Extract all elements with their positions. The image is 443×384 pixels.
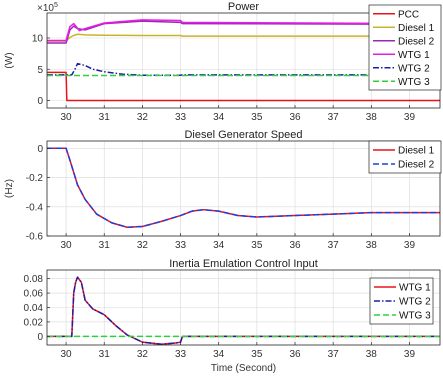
- x-tick-label: 39: [404, 240, 416, 251]
- legend-entry: WTG 3: [398, 77, 430, 88]
- y-axis-label: (Hz): [4, 179, 15, 198]
- x-tick-label: 34: [213, 112, 225, 123]
- y-tick-label: 0.06: [24, 289, 44, 300]
- x-tick-label: 36: [289, 112, 301, 123]
- x-tick-label: 39: [404, 349, 416, 360]
- legend-entry: WTG 1: [398, 50, 430, 61]
- legend: WTG 1 WTG 2 WTG 3: [369, 277, 434, 325]
- x-tick-label: 32: [137, 240, 149, 251]
- x-tick-label: 30: [61, 349, 73, 360]
- series-line-wtg-2: [47, 62, 440, 76]
- x-tick-label: 30: [61, 240, 73, 251]
- x-tick-label: 39: [404, 112, 416, 123]
- series-line-wtg-1: [47, 276, 440, 345]
- y-tick-label: 0: [37, 332, 43, 343]
- chart-panel-2: 30 31 32 33 34 35 36 37 38 39 -0.6 -0.4 -0.2 0 Diesel …: [4, 129, 442, 251]
- x-tick-label: 38: [366, 349, 378, 360]
- series-line-diesel-2: [47, 20, 440, 44]
- x-axis-label: Time (Second): [211, 363, 276, 374]
- x-tick-label: 38: [366, 112, 378, 123]
- x-tick-label: 31: [99, 112, 111, 123]
- series-line-pcc: [47, 71, 440, 102]
- legend-entry: Diesel 1: [398, 146, 435, 157]
- x-tick-label: 36: [289, 240, 301, 251]
- legend-box: [368, 140, 442, 174]
- legend-entry: WTG 2: [399, 297, 431, 308]
- y-tick-label: 10: [32, 34, 44, 45]
- y-tick-label: 0.04: [24, 303, 44, 314]
- x-tick-label: 36: [289, 349, 301, 360]
- x-tick-label: 37: [328, 240, 340, 251]
- x-tick-label: 30: [61, 112, 73, 123]
- x-tick-label: 33: [175, 349, 187, 360]
- legend: Diesel 1 Diesel 2: [368, 140, 442, 174]
- y-tick-label: 0: [37, 96, 43, 107]
- legend-entry: Diesel 2: [398, 36, 435, 47]
- x-tick-label: 34: [213, 240, 225, 251]
- x-tick-label: 32: [137, 112, 149, 123]
- y-tick-label: 0.02: [24, 317, 44, 328]
- series-line-wtg-1: [47, 19, 440, 42]
- legend-entry: Diesel 2: [398, 160, 435, 171]
- chart-title: Diesel Generator Speed: [184, 129, 302, 141]
- x-tick-label: 35: [251, 240, 263, 251]
- legend-entry: WTG 1: [399, 283, 431, 294]
- x-tick-label: 33: [175, 240, 187, 251]
- x-tick-label: 34: [213, 349, 225, 360]
- x-tick-label: 37: [328, 349, 340, 360]
- y-tick-label: 5: [37, 65, 43, 76]
- legend-box: [369, 277, 434, 325]
- chart-panel-3: 30 31 32 33 34 35 36 37 38 39 0 0.02 0.04 0.06 0.08 Ine…: [24, 258, 441, 374]
- legend-entry: PCC: [398, 9, 419, 20]
- chart-title: Power: [228, 1, 260, 13]
- y-tick-label: 0: [37, 144, 43, 155]
- x-tick-label: 38: [366, 240, 378, 251]
- legend-entry: WTG 3: [399, 311, 431, 322]
- legend: PCC Diesel 1 Diesel 2 WTG 1 WTG 2 WTG 3: [368, 4, 442, 91]
- series-line-diesel-2: [47, 147, 440, 228]
- legend-box: [368, 4, 442, 91]
- exponent-label: ×105: [37, 2, 58, 14]
- y-tick-label: 0.08: [24, 274, 44, 285]
- y-tick-label: -0.4: [26, 202, 44, 213]
- x-tick-label: 32: [137, 349, 149, 360]
- legend-entry: WTG 2: [398, 63, 430, 74]
- chart-panel-1: 30 31 32 33 34 35 36 37 38 39 0 5 10 Power (W) ×105 PCC D…: [4, 1, 442, 123]
- y-axis-label: (W): [4, 52, 15, 68]
- y-tick-label: -0.2: [26, 173, 44, 184]
- x-tick-label: 35: [251, 112, 263, 123]
- legend-entry: Diesel 1: [398, 23, 435, 34]
- series-line-diesel-1: [47, 33, 440, 42]
- x-tick-label: 37: [328, 112, 340, 123]
- x-tick-label: 31: [99, 240, 111, 251]
- y-tick-label: -0.6: [26, 232, 44, 243]
- plot-frame: [46, 140, 441, 237]
- chart-title: Inertia Emulation Control Input: [169, 258, 318, 270]
- x-tick-label: 31: [99, 349, 111, 360]
- x-tick-label: 33: [175, 112, 187, 123]
- x-tick-label: 35: [251, 349, 263, 360]
